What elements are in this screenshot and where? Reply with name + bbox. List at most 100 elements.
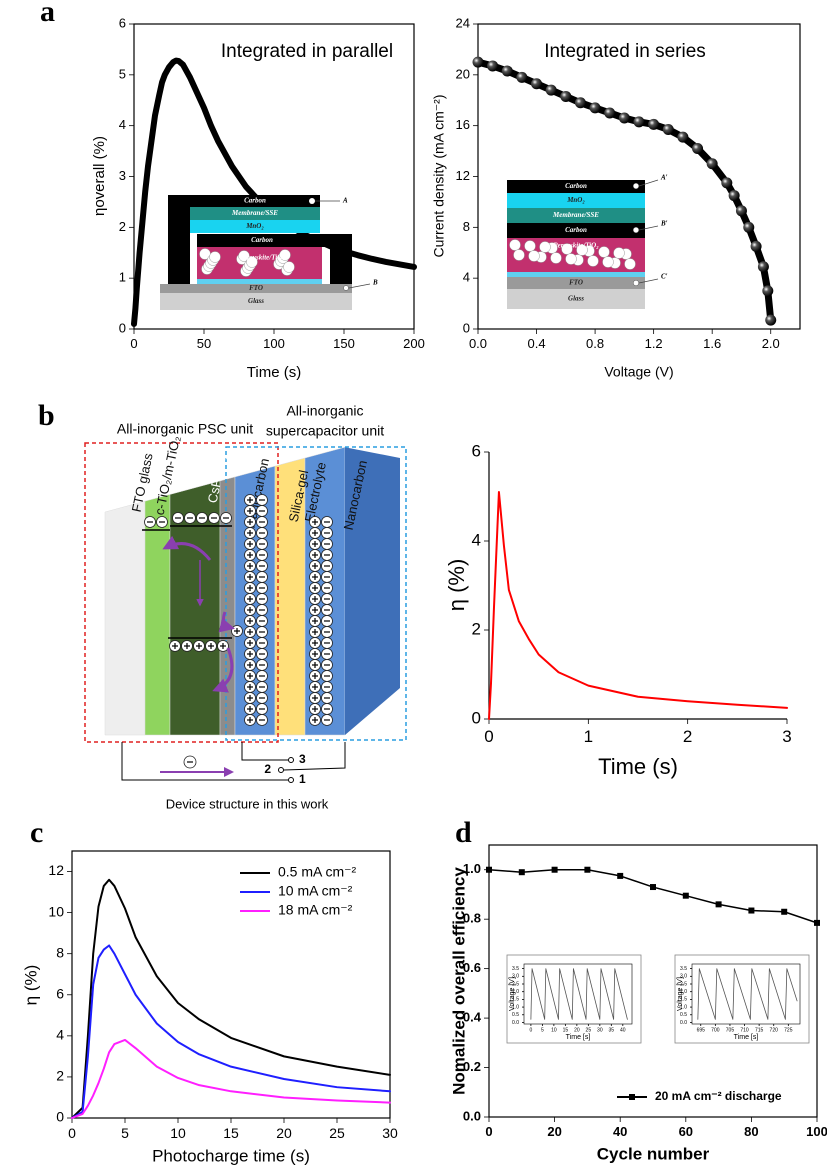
x-tick-label: 695 xyxy=(697,1027,706,1033)
data-point xyxy=(762,285,774,297)
data-point xyxy=(531,78,543,90)
x-tick-label: 2.0 xyxy=(762,336,780,351)
x-tick-label: 25 xyxy=(586,1027,592,1033)
x-tick-label: 20 xyxy=(547,1124,561,1139)
x-tick-label: 15 xyxy=(223,1125,239,1141)
y-tick-label: 10 xyxy=(48,903,64,919)
terminal xyxy=(288,777,294,783)
data-line xyxy=(488,491,788,720)
x-tick-label: 3 xyxy=(782,727,791,746)
y-tick-label: 8 xyxy=(463,219,470,234)
y-tick-label: 0.0 xyxy=(512,1020,519,1026)
terminal-label: 3 xyxy=(299,752,306,766)
y-tick-label: 3.0 xyxy=(512,974,519,980)
y-tick-label: 0.8 xyxy=(463,911,481,926)
terminal xyxy=(632,279,640,287)
y-tick-label: 12 xyxy=(48,862,64,878)
layer-label: MnO₂ xyxy=(245,222,264,230)
x-tick-label: 0 xyxy=(485,1124,492,1139)
data-point xyxy=(472,56,484,68)
y-tick-label: 2 xyxy=(56,1068,64,1084)
data-point xyxy=(692,143,704,155)
y-tick-label: 12 xyxy=(456,168,470,183)
particle xyxy=(565,253,577,265)
x-tick-label: 30 xyxy=(597,1027,603,1033)
y-tick-label: 0 xyxy=(463,320,470,335)
psc-box xyxy=(84,442,279,743)
data-point xyxy=(721,177,733,189)
data-line xyxy=(697,968,798,1020)
y-tick-label: 24 xyxy=(456,15,470,30)
x-tick-label: 100 xyxy=(806,1124,827,1139)
plot-frame xyxy=(523,963,633,1025)
data-point xyxy=(604,107,616,119)
particle xyxy=(513,249,525,261)
y-axis-label: ηoverall (%) xyxy=(91,136,108,216)
panel-label: a xyxy=(40,0,55,28)
panel-label: b xyxy=(38,399,55,432)
data-point xyxy=(650,884,656,891)
lead xyxy=(638,179,659,187)
y-tick-label: 2.5 xyxy=(680,981,687,987)
chart-title: Integrated in series xyxy=(544,41,706,62)
data-point xyxy=(735,205,747,217)
transfer-arrow xyxy=(162,535,212,561)
y-tick-label: 20 xyxy=(456,66,470,81)
x-tick-label: 5 xyxy=(541,1027,544,1033)
data-point xyxy=(574,97,586,109)
x-axis-label: Time (s) xyxy=(247,364,301,381)
device-layer xyxy=(507,223,645,238)
particle xyxy=(246,256,258,268)
data-point xyxy=(748,907,755,914)
x-tick-label: 30 xyxy=(382,1125,398,1141)
x-tick-label: 10 xyxy=(170,1125,186,1141)
layer-label: Glass xyxy=(568,295,584,303)
y-tick-label: 8 xyxy=(56,944,64,960)
y-tick-label: 0 xyxy=(119,320,126,335)
x-tick-label: 50 xyxy=(197,336,211,351)
x-tick-label: 20 xyxy=(574,1027,580,1033)
data-point xyxy=(706,158,718,170)
x-tick-label: 100 xyxy=(263,336,285,351)
y-axis-label: Voltage [V] xyxy=(509,977,516,1011)
y-tick-label: 1 xyxy=(119,270,126,285)
y-tick-label: 16 xyxy=(456,117,470,132)
terminal-label: 2 xyxy=(264,762,271,776)
x-tick-label: 1.2 xyxy=(645,336,663,351)
y-tick-label: 2 xyxy=(472,619,481,638)
y-tick-label: 1.0 xyxy=(512,1004,519,1010)
x-tick-label: 5 xyxy=(121,1125,129,1141)
particle xyxy=(561,243,573,255)
layer-label: Carbon xyxy=(251,236,273,244)
data-point xyxy=(584,866,591,873)
device-layer xyxy=(168,195,320,207)
x-tick-label: 710 xyxy=(740,1027,749,1033)
device-layer xyxy=(507,272,645,277)
unit-label: All-inorganic xyxy=(286,403,363,419)
device-layer xyxy=(507,193,645,208)
device-layer xyxy=(197,234,352,247)
data-point xyxy=(501,65,513,77)
particle xyxy=(598,246,610,258)
data-point xyxy=(728,190,740,202)
y-tick-label: 0 xyxy=(472,708,481,727)
layer-label: Carbon xyxy=(244,197,266,205)
legend-label: 18 mA cm⁻² xyxy=(278,902,353,918)
particle xyxy=(576,244,588,256)
device-layer xyxy=(160,293,352,310)
data-line xyxy=(71,944,391,1119)
x-axis-label: Time (s) xyxy=(598,754,678,779)
data-point xyxy=(545,84,557,96)
x-tick-label: 10 xyxy=(551,1027,557,1033)
unit-label: supercapacitor unit xyxy=(266,423,384,439)
y-tick-label: 6 xyxy=(472,441,481,460)
y-tick-label: 3 xyxy=(119,168,126,183)
x-axis-label: Photocharge time (s) xyxy=(152,1146,310,1165)
terminal-label: C′ xyxy=(661,273,668,281)
x-tick-label: 20 xyxy=(276,1125,292,1141)
panel-label: c xyxy=(30,816,43,849)
x-tick-label: 80 xyxy=(744,1124,758,1139)
device-layer xyxy=(507,277,645,289)
